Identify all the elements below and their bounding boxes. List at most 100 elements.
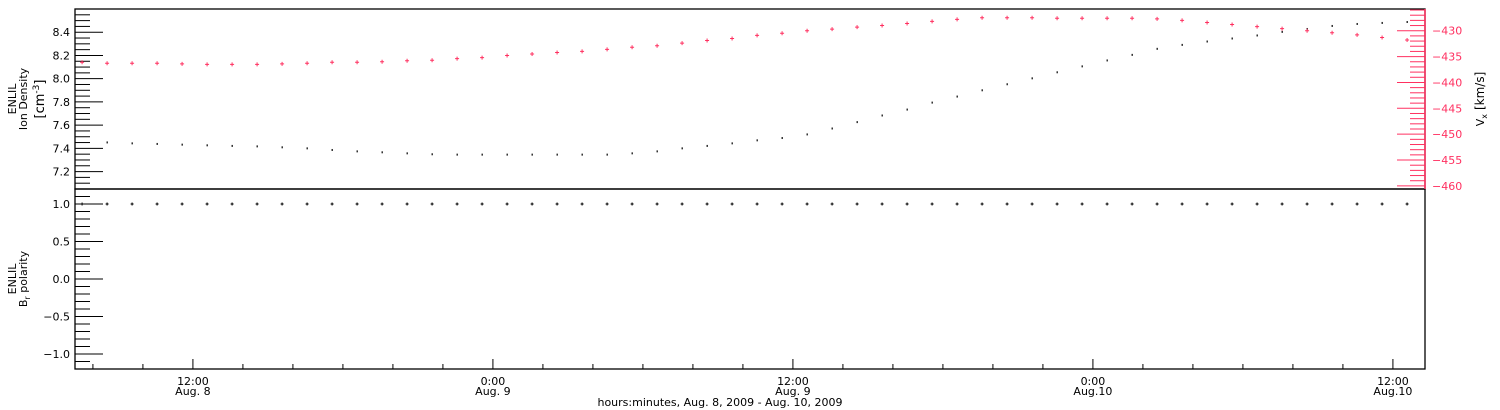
polarity-point <box>280 202 284 206</box>
vx-point <box>1280 26 1285 31</box>
polarity-point <box>1130 202 1134 206</box>
polarity-point <box>480 202 484 206</box>
polarity-point <box>1055 202 1059 206</box>
polarity-point <box>755 202 759 206</box>
vx-axis-tick-label: −450 <box>1432 128 1462 141</box>
density-point <box>1231 37 1233 40</box>
vx-point <box>955 17 960 22</box>
density-point <box>1081 65 1083 68</box>
polarity-point <box>505 202 509 206</box>
polarity-axis-title-line1: ENLIL <box>6 263 19 295</box>
br-rest: polarity <box>17 250 30 296</box>
vx-point <box>630 45 635 50</box>
vx-point <box>205 62 210 67</box>
polarity-point <box>630 202 634 206</box>
density-point <box>856 121 858 124</box>
vx-point <box>480 55 485 60</box>
density-point <box>456 153 458 156</box>
vx-point <box>1330 30 1335 35</box>
vx-point <box>1180 18 1185 23</box>
vx-point <box>155 61 160 66</box>
vx-point <box>905 21 910 26</box>
x-tick-label-date: Aug. 9 <box>775 385 810 398</box>
density-point <box>881 114 883 117</box>
vx-axis-tick-label: −430 <box>1432 25 1462 38</box>
density-point <box>931 101 933 104</box>
vx-axis-tick-label: −455 <box>1432 154 1462 167</box>
vx-point <box>130 61 135 66</box>
vx-point <box>355 60 360 65</box>
vx-axis-title: Vx [km/s] <box>1473 72 1489 127</box>
polarity-point <box>880 202 884 206</box>
polarity-point <box>380 202 384 206</box>
unit-base: [cm <box>33 94 48 119</box>
vx-point <box>1380 35 1385 40</box>
vx-axis-tick-label: −460 <box>1432 180 1462 193</box>
density-point <box>631 152 633 155</box>
density-point <box>531 153 533 156</box>
polarity-point <box>855 202 859 206</box>
vx-point <box>555 50 560 55</box>
polarity-point <box>680 202 684 206</box>
density-axis-unit: [cm-3] <box>32 80 48 119</box>
density-point <box>356 150 358 153</box>
vx-point <box>705 38 710 43</box>
x-tick-label-date: Aug.10 <box>1073 385 1112 398</box>
density-point <box>1331 24 1333 27</box>
polarity-point <box>580 202 584 206</box>
vx-point <box>580 49 585 54</box>
density-point <box>1406 21 1408 24</box>
polarity-point <box>330 202 334 206</box>
polarity-point <box>1005 202 1009 206</box>
vx-point <box>1105 16 1110 21</box>
density-point <box>1156 47 1158 50</box>
density-point <box>1381 21 1383 24</box>
unit-close: ] <box>33 80 48 85</box>
x-tick-label-date: Aug. 8 <box>175 385 210 398</box>
x-tick-label-date: Aug. 9 <box>475 385 510 398</box>
density-point <box>231 144 233 147</box>
vx-point <box>1205 20 1210 25</box>
vx-point <box>505 53 510 58</box>
top-panel-frame <box>74 8 1426 190</box>
vx-point <box>330 60 335 65</box>
polarity-point <box>1155 202 1159 206</box>
density-point <box>1031 77 1033 80</box>
density-point <box>706 144 708 147</box>
vx-point <box>1055 16 1060 21</box>
polarity-axis-tick-label: 0.0 <box>53 273 71 286</box>
polarity-point <box>1080 202 1084 206</box>
polarity-point <box>1305 202 1309 206</box>
density-point <box>606 153 608 156</box>
polarity-point <box>205 202 209 206</box>
vx-point <box>405 58 410 63</box>
vx-point <box>930 19 935 24</box>
polarity-point <box>805 202 809 206</box>
density-point <box>281 146 283 149</box>
vx-point <box>180 61 185 66</box>
polarity-point <box>930 202 934 206</box>
vx-axis-tick-label: −440 <box>1432 76 1462 89</box>
density-point <box>906 108 908 111</box>
vx-point <box>280 61 285 66</box>
x-axis-title: hours:minutes, Aug. 8, 2009 - Aug. 10, 2… <box>597 396 842 409</box>
polarity-point <box>180 202 184 206</box>
vx-point <box>380 59 385 64</box>
vx-point <box>780 31 785 36</box>
density-point <box>1206 40 1208 43</box>
polarity-point <box>980 202 984 206</box>
vx-point <box>830 27 835 32</box>
density-axis-title-line1: ENLIL <box>6 83 19 115</box>
vx-point <box>80 60 85 65</box>
density-point <box>556 153 558 156</box>
vx-axis-tick-label: −445 <box>1432 102 1462 115</box>
vx-point <box>255 62 260 67</box>
density-point <box>956 95 958 98</box>
density-axis-tick-label: 8.4 <box>53 26 71 39</box>
density-point <box>1281 30 1283 33</box>
polarity-axis-title-line2: Br polarity <box>17 250 32 307</box>
vx-point <box>880 23 885 28</box>
vx-point <box>530 52 535 56</box>
polarity-point <box>1330 202 1334 206</box>
